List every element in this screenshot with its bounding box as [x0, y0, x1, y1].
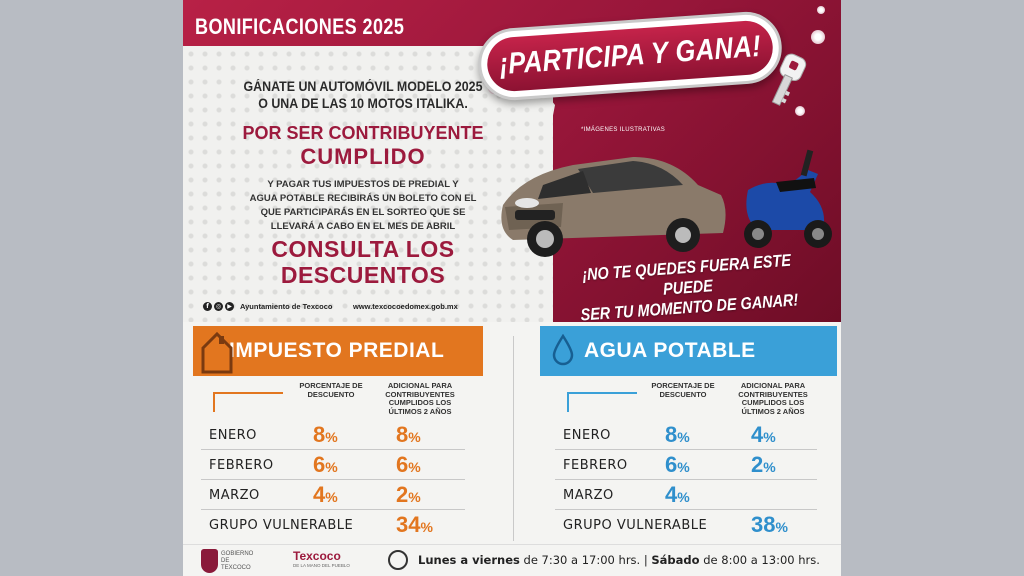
table-row: ENERO 8% 4%: [555, 420, 817, 450]
extra-value: 2%: [396, 482, 421, 507]
texcoco-logo: Texcoco DE LA MANO DEL PUEBLO: [293, 549, 365, 575]
discount-value: 8%: [665, 422, 690, 447]
extra-value: 6%: [396, 452, 421, 477]
predial-title: IMPUESTO PREDIAL: [229, 339, 445, 362]
predial-header: IMPUESTO PREDIAL: [193, 326, 483, 376]
motorcycle-image: [744, 149, 832, 248]
car-image: [501, 157, 726, 257]
illustrative-note: *IMÁGENES ILUSTRATIVAS: [581, 127, 666, 133]
agua-header: AGUA POTABLE: [540, 326, 837, 376]
extra-value: 8%: [396, 422, 421, 447]
discount-value: 6%: [313, 452, 338, 477]
table-row: FEBRERO 6% 2%: [555, 450, 817, 480]
month-label: FEBRERO: [209, 458, 274, 473]
predial-bracket: [213, 392, 283, 412]
table-row: GRUPO VULNERABLE 34%: [201, 510, 465, 540]
weekdays-hours: de 7:30 a 17:00 hrs.: [519, 553, 641, 567]
footer: GOBIERNO DE TEXCOCO Texcoco DE LA MANO D…: [183, 544, 841, 576]
month-label: MARZO: [563, 488, 614, 503]
discount-value: 4%: [313, 482, 338, 507]
promo-section: BONIFICACIONES 2025 ¡PARTICIPA Y GANA! G…: [183, 0, 841, 322]
house-icon: [201, 331, 233, 374]
discount-value: 4%: [665, 482, 690, 507]
hours-separator: |: [640, 553, 652, 567]
discount-value: 8%: [313, 422, 338, 447]
lead-text: GÁNATE UN AUTOMÓVIL MODELO 2025 O UNA DE…: [183, 78, 543, 112]
por-ser-heading: POR SER CONTRIBUYENTE: [242, 123, 484, 143]
table-row: GRUPO VULNERABLE 38%: [555, 510, 817, 540]
facebook-icon[interactable]: f: [203, 302, 212, 311]
section-divider: [513, 336, 514, 541]
shield-icon: [201, 549, 218, 573]
predial-col-extra: ADICIONAL PARA CONTRIBUYENTES CUMPLIDOS …: [385, 381, 455, 416]
instagram-icon[interactable]: ◎: [214, 302, 223, 311]
poster: BONIFICACIONES 2025 ¡PARTICIPA Y GANA! G…: [183, 0, 841, 576]
predial-col-discount: PORCENTAJE DE DESCUENTO: [299, 381, 363, 399]
sparkle-decoration: [811, 30, 825, 44]
month-label: FEBRERO: [563, 458, 628, 473]
cumplido-heading: CUMPLIDO: [300, 144, 426, 169]
body-line: QUE PARTICIPARÁS EN EL SORTEO QUE SE: [260, 207, 466, 218]
lead-line: O UNA DE LAS 10 MOTOS ITALIKA.: [258, 96, 468, 111]
extra-value: 38%: [751, 512, 788, 537]
table-row: ENERO 8% 8%: [201, 420, 465, 450]
agua-col-discount: PORCENTAJE DE DESCUENTO: [651, 381, 715, 399]
month-label: MARZO: [209, 488, 260, 503]
gobierno-logo: GOBIERNO DE TEXCOCO: [201, 548, 261, 574]
social-links: f ◎ ▶ Ayuntamiento de Texcoco: [203, 302, 333, 311]
agua-title: AGUA POTABLE: [584, 339, 756, 362]
office-hours: Lunes a viernes de 7:30 a 17:00 hrs. | S…: [418, 553, 820, 567]
body-text: Y PAGAR TUS IMPUESTOS DE PREDIAL Y AGUA …: [213, 178, 513, 234]
extra-value: 2%: [751, 452, 776, 477]
website-link[interactable]: www.texcocoedomex.gob.mx: [353, 302, 458, 311]
gobierno-logo-text: GOBIERNO DE TEXCOCO: [221, 550, 254, 571]
extra-value: 4%: [751, 422, 776, 447]
consulta-heading: DESCUENTOS: [280, 262, 446, 288]
table-row: FEBRERO 6% 6%: [201, 450, 465, 480]
discount-value: 6%: [665, 452, 690, 477]
water-drop-icon: [552, 334, 574, 366]
agua-col-extra: ADICIONAL PARA CONTRIBUYENTES CUMPLIDOS …: [738, 381, 808, 416]
sparkle-decoration: [795, 106, 805, 116]
month-label: ENERO: [209, 428, 257, 443]
weekdays-label: Lunes a viernes: [418, 553, 520, 567]
table-row: MARZO 4%: [555, 480, 817, 510]
page-title: BONIFICACIONES 2025: [195, 14, 405, 39]
consulta-heading: CONSULTA LOS: [271, 236, 455, 262]
sparkle-decoration: [817, 6, 825, 14]
table-row: MARZO 4% 2%: [201, 480, 465, 510]
participa-text: ¡PARTICIPA Y GANA!: [498, 29, 762, 82]
clock-icon: [388, 550, 408, 570]
texcoco-logo-name: Texcoco: [293, 549, 341, 563]
texcoco-logo-sub: DE LA MANO DEL PUEBLO: [293, 563, 350, 568]
saturday-hours: de 8:00 a 13:00 hrs.: [699, 553, 820, 567]
body-line: LLEVARÁ A CABO EN EL MES DE ABRIL: [270, 221, 456, 232]
social-handle: Ayuntamiento de Texcoco: [240, 302, 333, 311]
month-label: ENERO: [563, 428, 611, 443]
agua-bracket: [567, 392, 637, 412]
youtube-icon[interactable]: ▶: [225, 302, 234, 311]
body-line: Y PAGAR TUS IMPUESTOS DE PREDIAL Y: [267, 179, 459, 190]
lead-line: GÁNATE UN AUTOMÓVIL MODELO 2025: [243, 79, 483, 94]
group-label: GRUPO VULNERABLE: [209, 518, 354, 533]
saturday-label: Sábado: [651, 553, 700, 567]
key-icon: [771, 53, 807, 106]
extra-value: 34%: [396, 512, 433, 537]
body-line: AGUA POTABLE RECIBIRÁS UN BOLETO CON EL: [249, 193, 477, 204]
group-label: GRUPO VULNERABLE: [563, 518, 708, 533]
